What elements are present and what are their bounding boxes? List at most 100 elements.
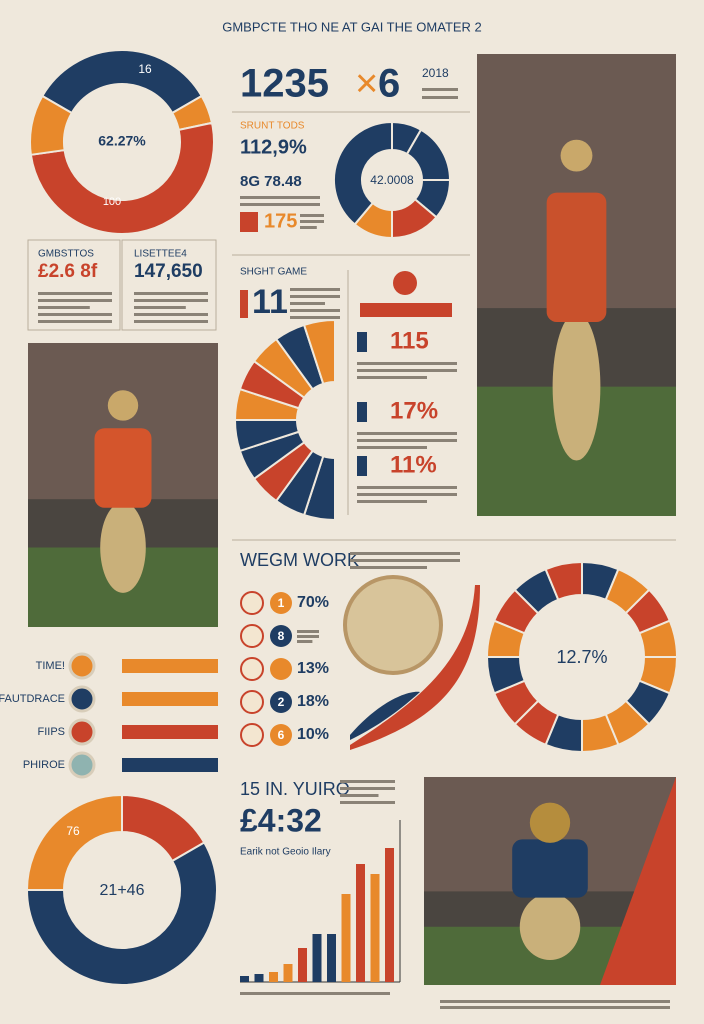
legend-dot: [68, 685, 96, 713]
text-line: [134, 320, 208, 323]
text-line: [357, 486, 457, 489]
player-legs: [519, 893, 581, 961]
text-line: [297, 635, 319, 638]
label: 100: [103, 196, 121, 208]
text-line: [440, 1000, 670, 1003]
banner: [360, 303, 452, 317]
legend-bar: [122, 659, 218, 673]
player-helmet: [529, 802, 571, 843]
text-line: [134, 292, 208, 295]
photo-accent: [600, 777, 676, 985]
bar: [312, 934, 322, 982]
text-line: [340, 780, 395, 783]
donut-segment: [333, 120, 393, 226]
label: 15 IN. YUIRO: [240, 779, 350, 799]
bar: [298, 948, 307, 982]
donut-segment: [302, 318, 336, 386]
label: 10%: [297, 726, 329, 743]
label: 18%: [297, 693, 329, 710]
text-line: [340, 801, 395, 804]
donut-segment: [40, 49, 204, 115]
text-line: [134, 306, 186, 309]
swoosh: [350, 691, 420, 740]
donut-segment: [544, 560, 583, 602]
team-icon: [240, 624, 264, 648]
legend-label: FAUTDRACE: [0, 693, 65, 705]
text-line: [240, 992, 390, 995]
text-line: [357, 439, 457, 442]
text-line: [290, 316, 340, 319]
logo: [393, 271, 417, 295]
icon: [357, 332, 367, 352]
team-icon: [240, 591, 264, 615]
bar: [269, 972, 278, 982]
text-line: [290, 288, 340, 291]
label: £4:32: [240, 802, 322, 838]
text-line: [290, 302, 325, 305]
label: 12.7%: [556, 647, 607, 667]
label: WEGM WORK: [240, 550, 359, 570]
text-line: [300, 226, 317, 229]
label: SRUNT TODS: [240, 121, 305, 132]
text-line: [357, 369, 457, 372]
legend-label: FIIPS: [37, 726, 65, 738]
text-line: [357, 446, 427, 449]
icon: [357, 456, 367, 476]
text-line: [297, 640, 313, 643]
text-line: [357, 376, 427, 379]
text-line: [357, 362, 457, 365]
text-line: [357, 500, 427, 503]
text-line: [297, 630, 319, 633]
bar: [240, 976, 249, 982]
text-line: [422, 96, 458, 99]
bar: [356, 864, 365, 982]
bar: [341, 894, 351, 982]
legend-bar: [122, 725, 218, 739]
bar: [254, 974, 264, 982]
team-icon: [240, 723, 264, 747]
icon: [240, 212, 258, 232]
label: 8G 78.48: [240, 173, 302, 190]
text-line: [357, 493, 457, 496]
player-legs: [552, 312, 601, 461]
label: 1: [278, 596, 285, 610]
label: LISETTEE4: [134, 249, 187, 260]
number-badge: [270, 658, 292, 680]
team-icon: [240, 657, 264, 681]
headline: ×: [355, 62, 378, 106]
text-line: [340, 794, 379, 797]
label: 21+46: [100, 882, 145, 899]
legend-dot: [68, 751, 96, 779]
text-line: [440, 1006, 670, 1009]
text-line: [134, 313, 208, 316]
text-line: [38, 299, 112, 302]
label: 70%: [297, 594, 329, 611]
icon: [240, 290, 248, 318]
game-stat: 11%: [390, 451, 437, 478]
text-line: [134, 299, 208, 302]
panel-border: [121, 239, 217, 331]
label: SHGHT GAME: [240, 267, 307, 278]
player-helmet: [107, 390, 139, 421]
text-line: [350, 566, 427, 569]
legend-label: TIME!: [36, 660, 65, 672]
bar: [370, 874, 380, 982]
text-line: [240, 203, 320, 206]
player-legs: [100, 502, 146, 593]
label: 16: [138, 62, 152, 76]
number-badge: [270, 724, 292, 746]
number-badge: [270, 691, 292, 713]
text-line: [422, 88, 458, 91]
text-line: [38, 313, 112, 316]
player-jersey: [94, 428, 152, 508]
text-line: [240, 196, 320, 199]
legend-dot: [68, 652, 96, 680]
game-stat: 115: [390, 327, 429, 354]
label: 112,9%: [240, 136, 307, 158]
text-line: [357, 432, 457, 435]
text-line: [300, 214, 324, 217]
label: 11: [252, 283, 288, 321]
stat-value: £2.6 8f: [38, 261, 98, 282]
